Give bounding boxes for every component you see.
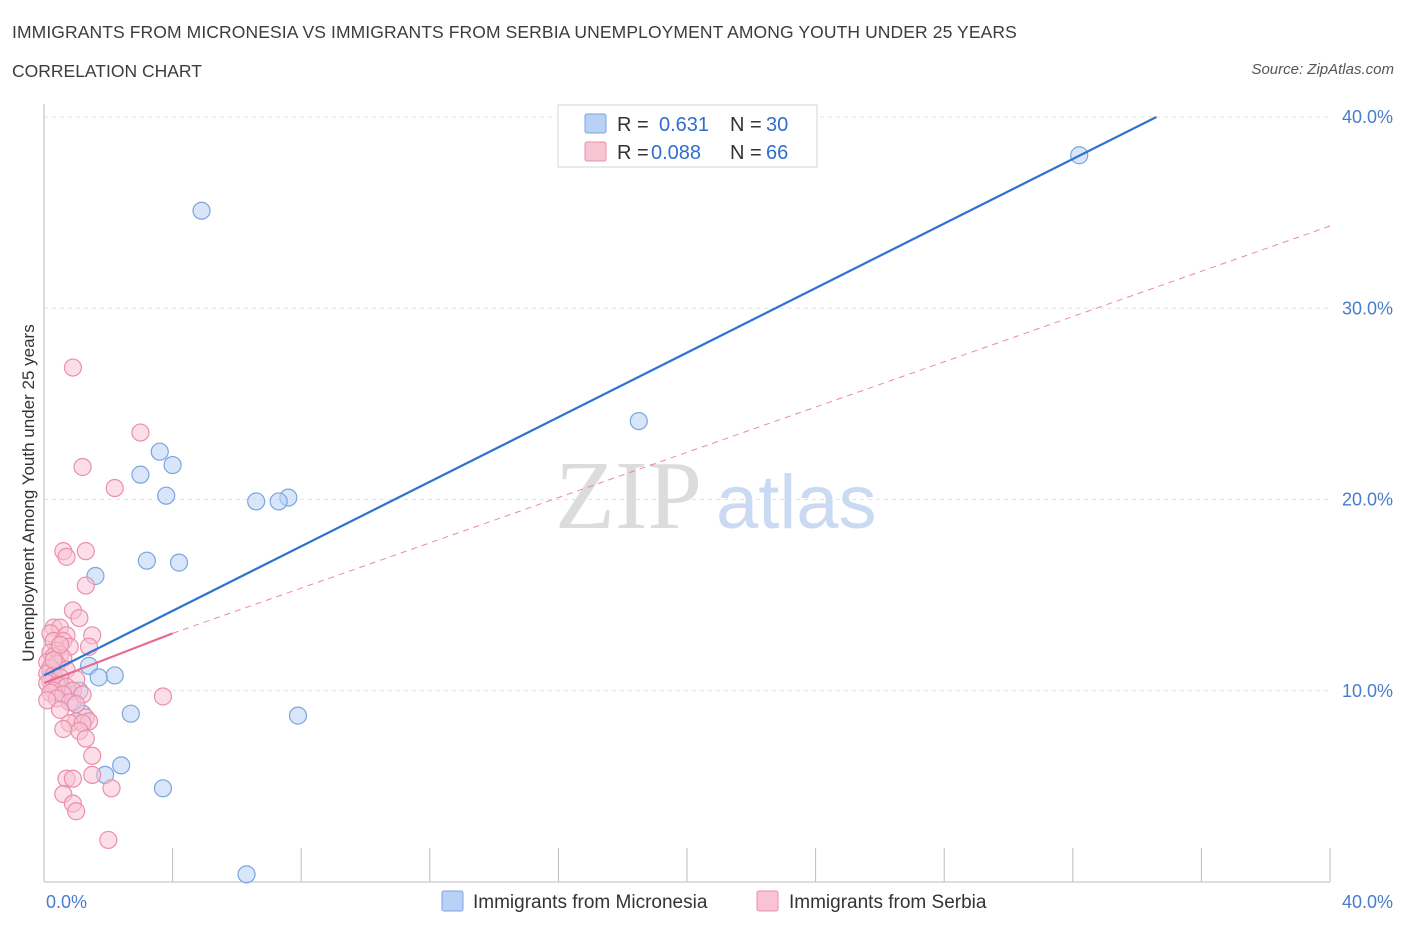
point-serbia xyxy=(54,719,73,739)
y-tick-labels: 10.0% 20.0% 30.0% 40.0% xyxy=(1342,107,1393,701)
watermark: ZIP atlas xyxy=(555,442,877,550)
point-serbia xyxy=(70,608,89,628)
point-micronesia xyxy=(112,756,131,775)
trendline-micronesia xyxy=(43,116,1157,677)
point-micronesia xyxy=(137,551,156,570)
stats-swatch-micronesia xyxy=(584,113,607,134)
series-serbia-points xyxy=(38,358,173,850)
point-micronesia xyxy=(629,411,648,431)
stats-r-value-micronesia: 0.631 xyxy=(659,114,709,136)
point-serbia xyxy=(50,635,70,654)
legend-label-serbia: Immigrants from Serbia xyxy=(789,892,987,913)
gridlines xyxy=(44,116,1330,692)
point-serbia xyxy=(67,802,86,821)
point-serbia xyxy=(57,547,76,566)
point-serbia xyxy=(73,457,92,477)
legend-label-micronesia: Immigrants from Micronesia xyxy=(473,892,708,913)
chart-subtitle: CORRELATION CHART xyxy=(12,61,202,81)
point-micronesia xyxy=(105,666,124,685)
y-tick-label: 40.0% xyxy=(1342,107,1393,127)
point-serbia xyxy=(76,576,95,595)
point-micronesia xyxy=(150,442,169,461)
legend-swatch-serbia xyxy=(756,890,779,912)
y-tick-label: 20.0% xyxy=(1342,490,1393,510)
stats-n-value-serbia: 66 xyxy=(766,142,788,164)
stats-n-label-serbia: N = xyxy=(730,142,762,164)
trend-lines xyxy=(43,116,1331,685)
stats-swatch-serbia xyxy=(584,141,607,162)
source-credit: Source: ZipAtlas.com xyxy=(1251,61,1394,78)
trendline-serbia xyxy=(43,632,173,685)
point-micronesia xyxy=(247,492,266,511)
point-serbia xyxy=(50,700,70,719)
point-serbia xyxy=(131,423,150,442)
point-serbia xyxy=(63,769,83,788)
point-serbia xyxy=(102,779,121,798)
stats-r-label-micronesia: R = xyxy=(617,114,649,136)
point-serbia xyxy=(44,651,63,670)
x-tick-label-min: 0.0% xyxy=(46,892,87,912)
point-micronesia xyxy=(237,865,256,884)
trendline-serbia-extension xyxy=(172,225,1331,634)
stats-r-label-serbia: R = xyxy=(617,142,649,164)
stats-n-label-micronesia: N = xyxy=(730,114,762,136)
point-micronesia xyxy=(153,779,173,798)
point-serbia xyxy=(83,746,102,765)
point-micronesia xyxy=(163,455,182,475)
point-micronesia xyxy=(157,486,176,505)
point-micronesia xyxy=(169,553,189,572)
point-micronesia xyxy=(121,704,140,723)
y-tick-label: 10.0% xyxy=(1342,681,1393,701)
point-serbia xyxy=(105,478,124,498)
point-serbia xyxy=(99,830,118,850)
x-ticks xyxy=(172,848,1331,882)
point-serbia xyxy=(83,765,102,785)
point-serbia xyxy=(153,687,173,706)
y-tick-label: 30.0% xyxy=(1342,298,1393,318)
series-legend: Immigrants from Micronesia Immigrants fr… xyxy=(441,890,987,913)
chart-title: IMMIGRANTS FROM MICRONESIA VS IMMIGRANTS… xyxy=(12,22,1017,42)
point-micronesia xyxy=(131,465,150,484)
point-micronesia xyxy=(288,706,308,725)
y-axis-label: Unemployment Among Youth under 25 years xyxy=(19,324,38,661)
stats-n-value-micronesia: 30 xyxy=(766,114,788,136)
point-micronesia xyxy=(269,492,288,511)
legend-swatch-micronesia xyxy=(441,890,464,912)
point-micronesia xyxy=(192,201,211,220)
point-serbia xyxy=(38,691,57,710)
stats-legend: R = 0.631 N = 30 R = 0.088 N = 66 xyxy=(557,104,818,168)
stats-r-value-serbia: 0.088 xyxy=(651,142,701,164)
point-serbia xyxy=(76,729,95,748)
point-serbia xyxy=(76,542,95,561)
watermark-zip: ZIP xyxy=(555,442,702,550)
watermark-atlas: atlas xyxy=(716,460,877,545)
point-serbia xyxy=(63,358,83,377)
x-tick-label-max: 40.0% xyxy=(1342,892,1393,912)
point-micronesia xyxy=(89,668,108,687)
